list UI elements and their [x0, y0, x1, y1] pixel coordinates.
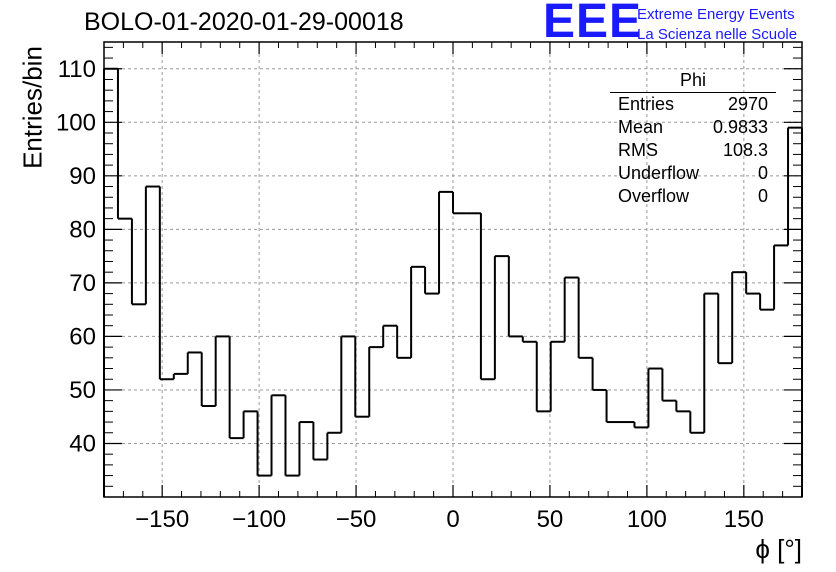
y-tick-label: 100 — [56, 109, 96, 136]
stats-value: 2970 — [727, 94, 768, 114]
tick-labels: −150 −100 −50 0 50 100 150 40 50 60 70 80 90 100 110 — [56, 56, 764, 533]
logo-caption-line2: La Scienza nelle Scuole — [637, 26, 798, 43]
stats-row-overflow: Overflow 0 — [610, 185, 776, 208]
stats-label: Underflow — [618, 163, 700, 183]
x-tick-label: 50 — [537, 506, 564, 533]
x-tick-label: −100 — [232, 506, 286, 533]
x-tick-label: 100 — [627, 506, 667, 533]
y-tick-label: 50 — [69, 377, 96, 404]
stats-row-entries: Entries 2970 — [610, 93, 776, 116]
stats-row-mean: Mean 0.9833 — [610, 116, 776, 139]
stats-title: Phi — [610, 70, 776, 93]
stats-label: Entries — [618, 94, 675, 114]
y-tick-label: 70 — [69, 270, 96, 297]
x-tick-label: −150 — [135, 506, 189, 533]
stats-row-rms: RMS 108.3 — [610, 139, 776, 162]
stats-box: Phi Entries 2970 Mean 0.9833 RMS 108.3 U… — [610, 70, 776, 208]
x-tick-label: 0 — [446, 506, 459, 533]
y-tick-label: 90 — [69, 163, 96, 190]
stats-value: 108.3 — [722, 140, 768, 160]
y-tick-label: 110 — [58, 56, 96, 83]
stats-value: 0 — [757, 186, 768, 206]
stats-label: Overflow — [618, 186, 690, 206]
y-tick-label: 60 — [69, 323, 96, 350]
x-tick-label: −50 — [336, 506, 377, 533]
stats-value: 0.9833 — [712, 117, 768, 137]
plot-frame — [103, 41, 803, 498]
stats-label: Mean — [618, 117, 664, 137]
y-tick-label: 40 — [69, 430, 96, 457]
x-axis-label: ϕ [°] — [755, 534, 802, 564]
logo-caption-line1: Extreme Energy Events — [637, 6, 795, 23]
grid-lines — [104, 42, 802, 497]
y-axis-label: Entries/bin — [17, 46, 48, 169]
y-tick-label: 80 — [69, 216, 96, 243]
eee-logo: EEE — [543, 0, 643, 48]
chart-title: BOLO-01-2020-01-29-00018 — [84, 8, 404, 36]
x-tick-label: 150 — [724, 506, 764, 533]
stats-value: 0 — [757, 163, 768, 183]
stats-row-underflow: Underflow 0 — [610, 162, 776, 185]
stats-label: RMS — [618, 140, 658, 160]
